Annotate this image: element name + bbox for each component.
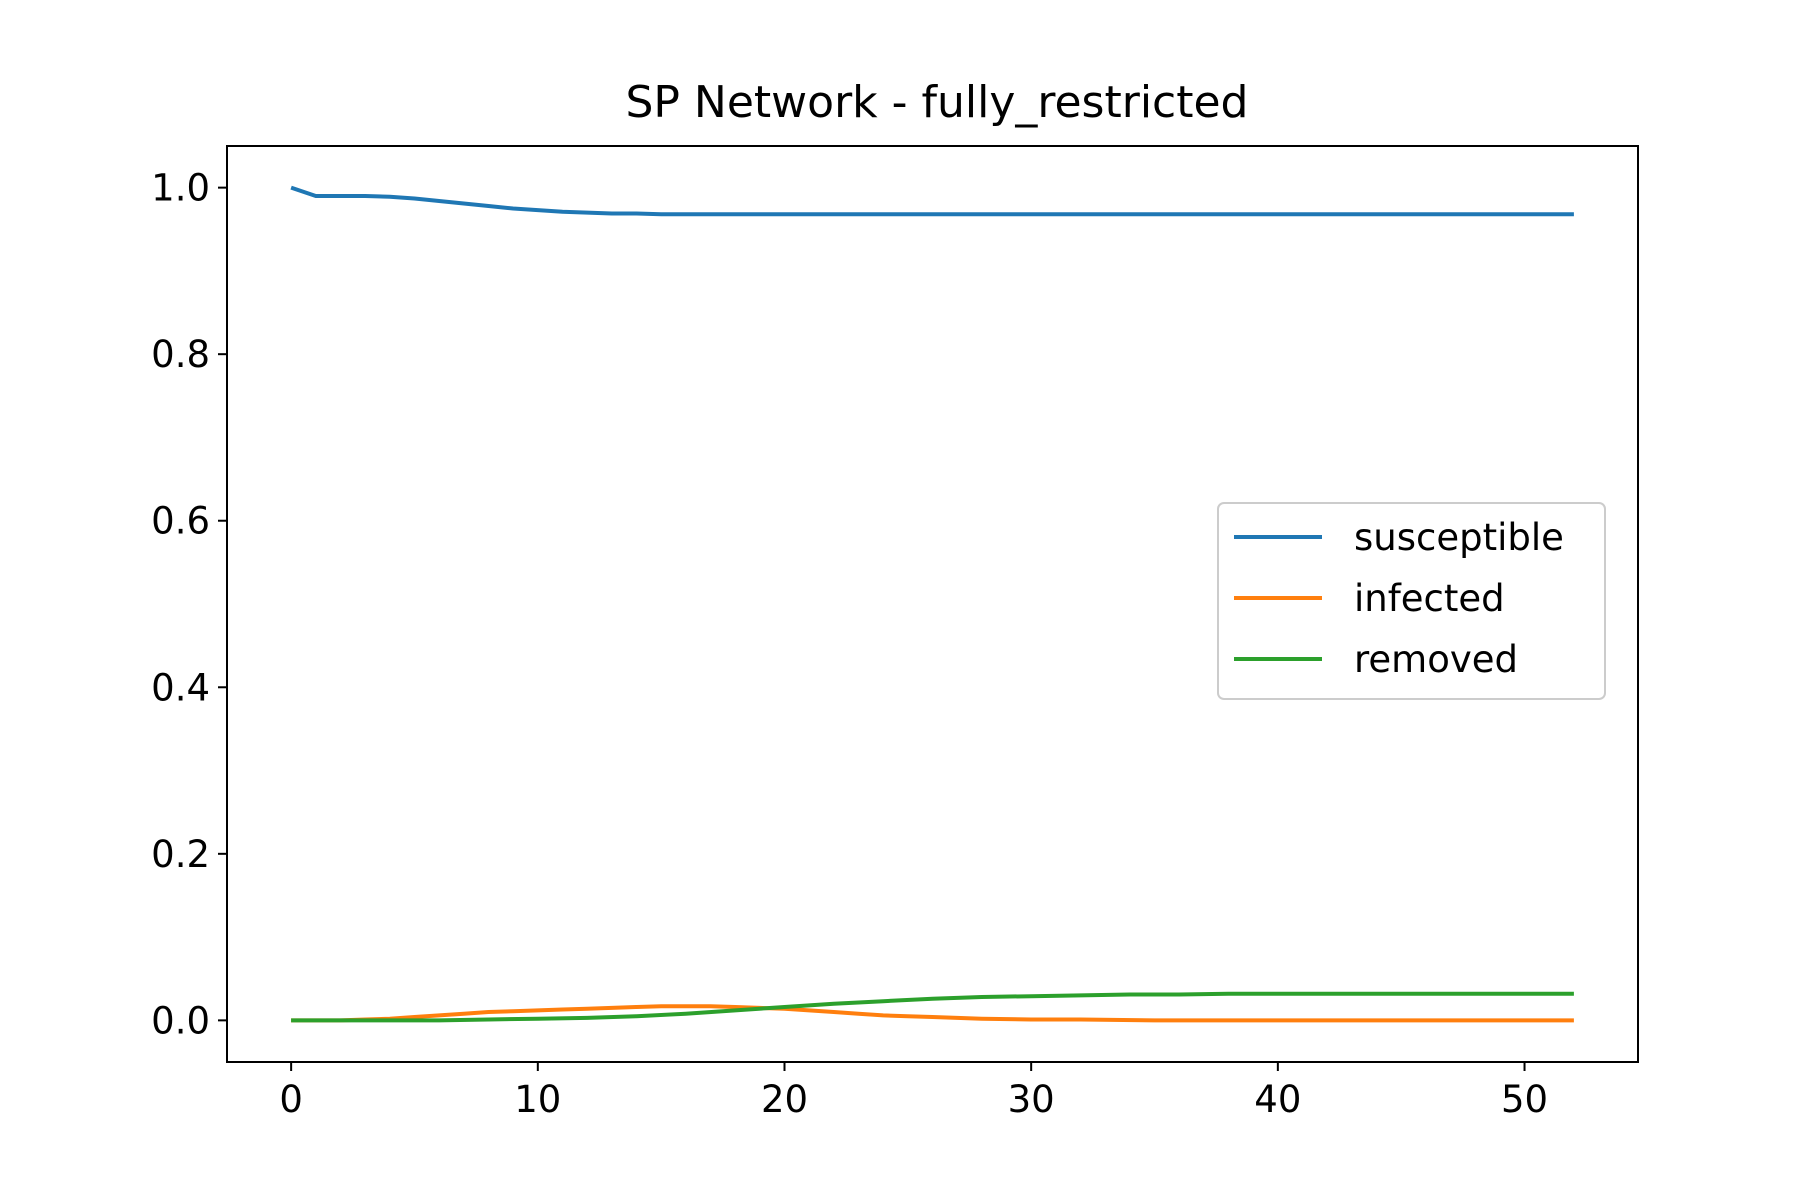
series-line-removed <box>291 991 1574 1023</box>
x-tick-label: 50 <box>1501 1078 1548 1121</box>
y-tick-label: 0.4 <box>151 666 210 709</box>
y-tick-label: 0.2 <box>151 833 210 876</box>
chart-title: SP Network - fully_restricted <box>625 77 1248 128</box>
y-tick-label: 0.8 <box>151 333 210 376</box>
legend: susceptible infected removed <box>1217 502 1606 700</box>
x-tick-label: 40 <box>1254 1078 1301 1121</box>
x-tick-label: 0 <box>279 1078 303 1121</box>
x-tick-label: 10 <box>514 1078 561 1121</box>
series-line-infected <box>291 1004 1574 1023</box>
y-tick-label: 1.0 <box>151 167 210 210</box>
series-lines <box>290 185 1574 1023</box>
y-tick-label: 0.6 <box>151 500 210 543</box>
legend-box <box>1217 502 1606 700</box>
legend-label: infected <box>1354 577 1505 620</box>
series-line-susceptible <box>290 185 1574 217</box>
y-tick-label: 0.0 <box>151 999 210 1042</box>
x-axis: 0 10 20 30 40 50 <box>279 1062 1548 1121</box>
x-tick-label: 20 <box>761 1078 808 1121</box>
legend-label: removed <box>1354 638 1518 681</box>
y-axis: 0.0 0.2 0.4 0.6 0.8 1.0 <box>151 167 227 1042</box>
plot-area-frame <box>226 145 1639 1063</box>
x-tick-label: 30 <box>1008 1078 1055 1121</box>
legend-label: susceptible <box>1354 516 1564 559</box>
